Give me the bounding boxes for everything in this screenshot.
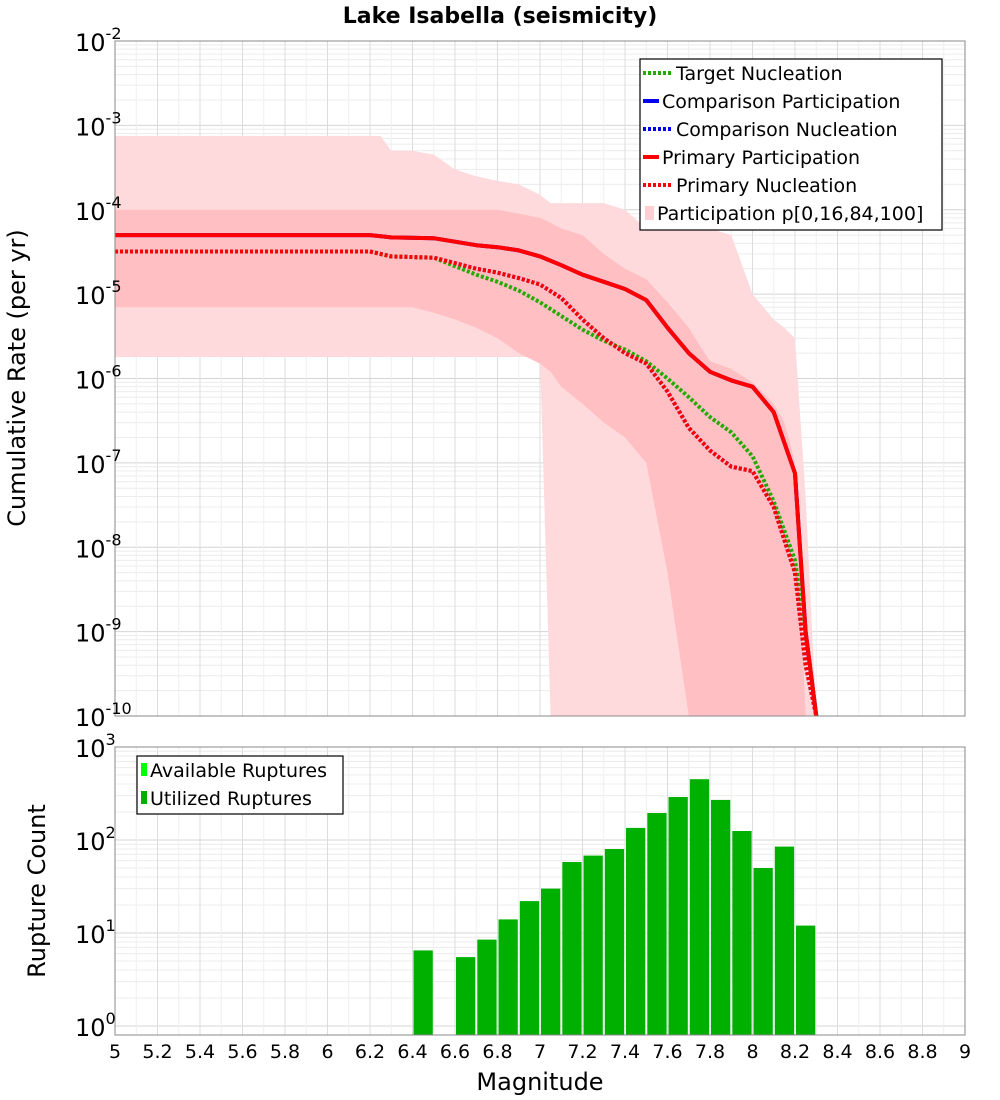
x-tick-label: 5.4 [185,1041,215,1063]
y-tick-label: 10-10 [75,699,132,732]
x-tick-label: 6.4 [397,1041,427,1063]
y-tick-label: 10-6 [75,362,122,395]
y-tick-label: 101 [75,916,116,949]
legend-label: Utilized Ruptures [150,788,312,810]
x-tick-label: 6.6 [440,1041,470,1063]
bar-utilized-ruptures [456,957,476,1035]
y-tick-label: 10-3 [75,108,122,141]
bar-utilized-ruptures [668,797,688,1035]
x-tick-label: 7.8 [695,1041,725,1063]
x-tick-label: 8.8 [907,1041,937,1063]
x-tick-label: 6 [321,1041,333,1063]
x-tick-label: 8.2 [780,1041,810,1063]
y-tick-label: 100 [75,1009,116,1042]
legend-swatch-participation-band [645,206,654,220]
rate-lines [115,233,819,717]
legend-swatch-utilized-ruptures [141,791,147,804]
series-line-primary-participation [115,233,819,717]
bar-utilized-ruptures [647,813,667,1035]
legend-label: Primary Participation [662,147,860,169]
y-tick-label: 103 [75,730,116,763]
bottom-y-axis-title: Rupture Count [23,804,51,978]
top-panel: 10-2 10-3 10-4 10-5 10-6 10-7 10-8 10-9 10-10 Cu… [3,24,966,732]
bar-utilized-ruptures [732,831,752,1035]
bar-utilized-ruptures [413,950,433,1035]
x-tick-label: 7 [534,1041,546,1063]
bar-utilized-ruptures [626,827,646,1035]
bar-utilized-ruptures [774,846,795,1035]
x-tick-label: 8 [746,1041,758,1063]
bottom-legend: Available Ruptures Utilized Ruptures [136,755,344,815]
bottom-panel: 103 102 101 100 5 5.2 5.4 5.6 5.8 6 6.2 6.4 6.6 6.8 7… [23,730,971,1096]
bar-utilized-ruptures [519,901,540,1035]
series-line-primary-nucleation [115,249,819,717]
bar-utilized-ruptures [583,855,603,1035]
x-tick-label: 8.6 [865,1041,895,1063]
rupture-bars [413,779,816,1035]
y-tick-label: 10-2 [75,24,122,57]
x-tick-label: 5.8 [270,1041,300,1063]
bar-utilized-ruptures [796,925,816,1035]
top-legend: Target Nucleation Comparison Participati… [639,58,943,231]
legend-label: Target Nucleation [675,63,843,85]
x-tick-label: 5 [109,1041,121,1063]
bar-utilized-ruptures [541,888,561,1035]
band-inner-p16-p84 [115,209,817,717]
y-tick-label: 10-4 [75,193,122,226]
bar-utilized-ruptures [711,799,731,1035]
top-y-ticks: 10-2 10-3 10-4 10-5 10-6 10-7 10-8 10-9 10-10 [75,24,132,732]
bar-utilized-ruptures [753,868,773,1035]
x-tick-label: 6.2 [355,1041,385,1063]
top-y-axis-title: Cumulative Rate (per yr) [3,229,31,527]
participation-bands [115,135,817,717]
legend-label: Available Ruptures [150,760,327,782]
bottom-grid [114,746,966,1035]
x-ticks: 5 5.2 5.4 5.6 5.8 6 6.2 6.4 6.6 6.8 7 7.2 7.4 7.6 7.8 8… [109,1041,971,1063]
legend-swatch-available-ruptures [141,763,147,776]
bar-utilized-ruptures [689,779,710,1035]
bar-utilized-ruptures [477,939,497,1035]
y-tick-label: 10-7 [75,446,122,479]
x-axis-title: Magnitude [476,1068,603,1096]
y-tick-label: 10-5 [75,277,122,310]
x-tick-label: 9 [959,1041,971,1063]
legend-label: Comparison Participation [662,91,900,113]
x-tick-label: 7.2 [567,1041,597,1063]
y-tick-label: 10-8 [75,530,122,563]
bar-utilized-ruptures [498,919,518,1035]
bar-utilized-ruptures [604,849,625,1035]
y-tick-label: 10-9 [75,615,122,648]
x-tick-label: 7.6 [652,1041,682,1063]
x-tick-label: 8.4 [822,1041,852,1063]
bottom-y-ticks: 103 102 101 100 [75,730,116,1042]
legend-label: Primary Nucleation [676,175,857,197]
x-tick-label: 6.8 [482,1041,512,1063]
legend-label: Comparison Nucleation [676,119,898,141]
legend-label: Participation p[0,16,84,100] [657,203,923,225]
bar-utilized-ruptures [562,862,582,1035]
x-tick-label: 5.2 [142,1041,172,1063]
y-tick-label: 102 [75,823,116,856]
chart-title: Lake Isabella (seismicity) [343,4,658,29]
x-tick-label: 7.4 [610,1041,640,1063]
x-tick-label: 5.6 [227,1041,257,1063]
